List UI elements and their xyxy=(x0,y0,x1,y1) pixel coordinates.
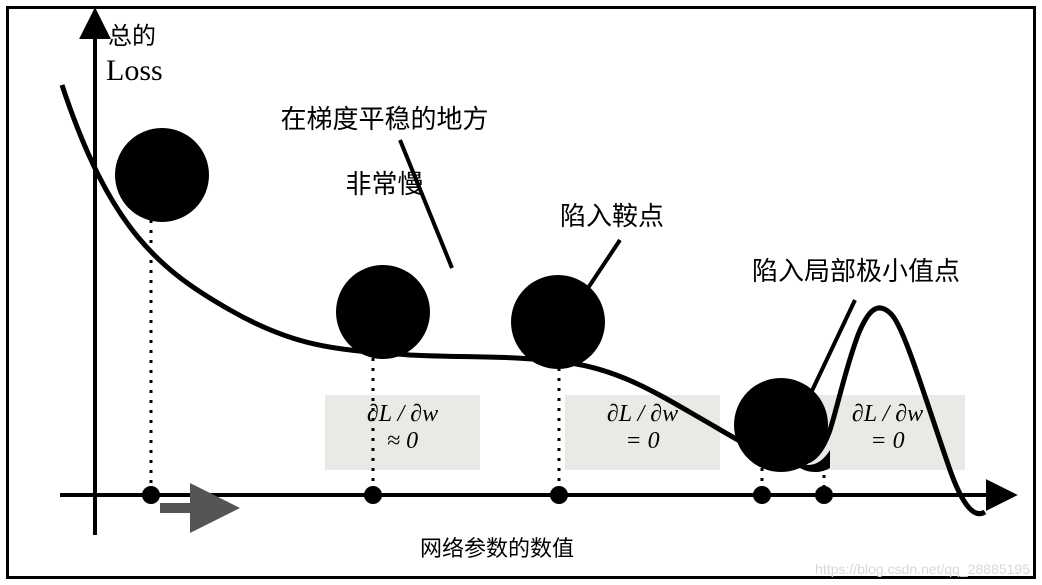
annotation-plateau: 在梯度平稳的地方 非常慢 xyxy=(235,70,505,233)
grad-box-1-line1: ∂L / ∂w xyxy=(325,401,480,428)
ball-plateau xyxy=(336,265,430,359)
watermark: https://blog.csdn.net/qq_28885195 xyxy=(815,561,1030,577)
grad-box-2-line1: ∂L / ∂w xyxy=(565,401,720,428)
y-axis-label-bottom: Loss xyxy=(106,52,163,90)
grad-box-2-line2: = 0 xyxy=(565,428,720,455)
pointer-local-min xyxy=(810,300,855,395)
grad-box-2: ∂L / ∂w = 0 xyxy=(565,395,720,470)
grad-box-1: ∂L / ∂w ≈ 0 xyxy=(325,395,480,470)
annotation-local-min: 陷入局部极小值点 xyxy=(752,255,960,288)
x-axis-label: 网络参数的数值 xyxy=(420,535,574,563)
annotation-saddle: 陷入鞍点 xyxy=(560,200,664,233)
annotation-plateau-line1: 在梯度平稳的地方 xyxy=(280,104,488,134)
diagram-frame: 总的 Loss 在梯度平稳的地方 非常慢 陷入鞍点 陷入局部极小值点 ∂L / … xyxy=(0,0,1042,585)
grad-box-3-line2: = 0 xyxy=(810,428,965,455)
grad-box-3: ∂L / ∂w = 0 xyxy=(810,395,965,470)
ball-saddle xyxy=(511,275,605,369)
grad-box-1-line2: ≈ 0 xyxy=(325,428,480,455)
ball-steep xyxy=(115,128,209,222)
pointer-saddle xyxy=(580,240,620,300)
grad-box-3-line1: ∂L / ∂w xyxy=(810,401,965,428)
annotation-plateau-line2: 非常慢 xyxy=(345,169,423,199)
y-axis-label-top: 总的 xyxy=(108,22,156,52)
